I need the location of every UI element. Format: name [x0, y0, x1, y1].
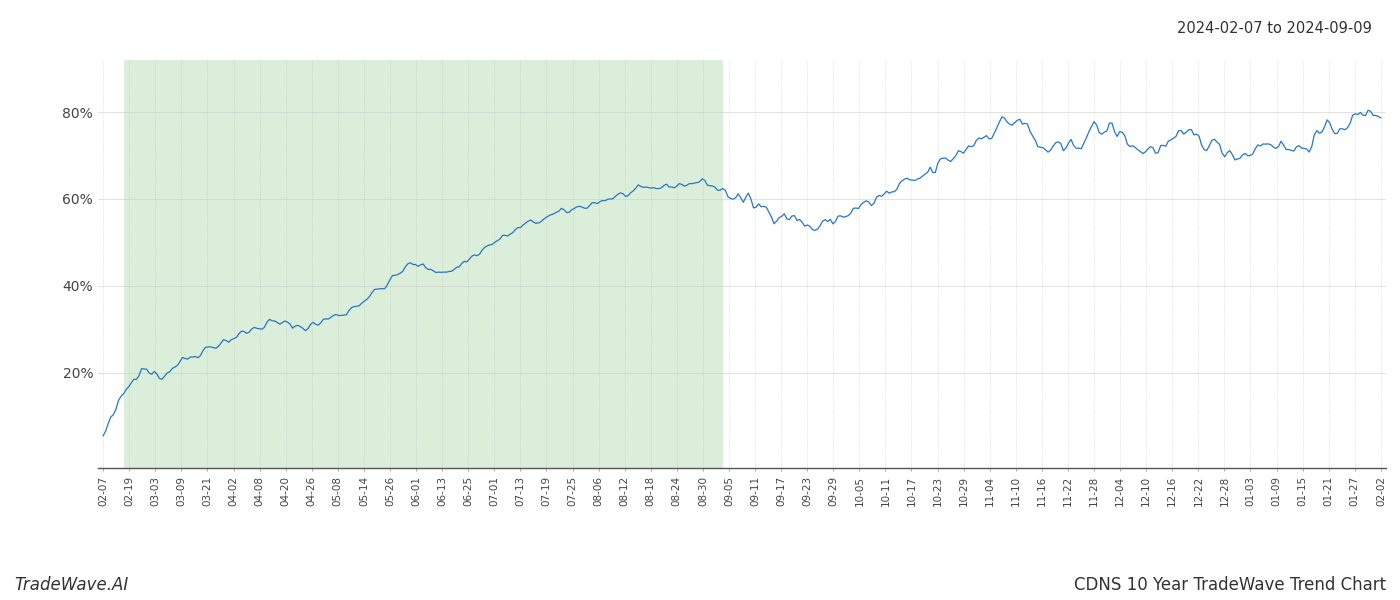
Text: CDNS 10 Year TradeWave Trend Chart: CDNS 10 Year TradeWave Trend Chart: [1074, 576, 1386, 594]
Bar: [123, 60, 722, 468]
Text: TradeWave.AI: TradeWave.AI: [14, 576, 129, 594]
Text: 2024-02-07 to 2024-09-09: 2024-02-07 to 2024-09-09: [1177, 21, 1372, 36]
